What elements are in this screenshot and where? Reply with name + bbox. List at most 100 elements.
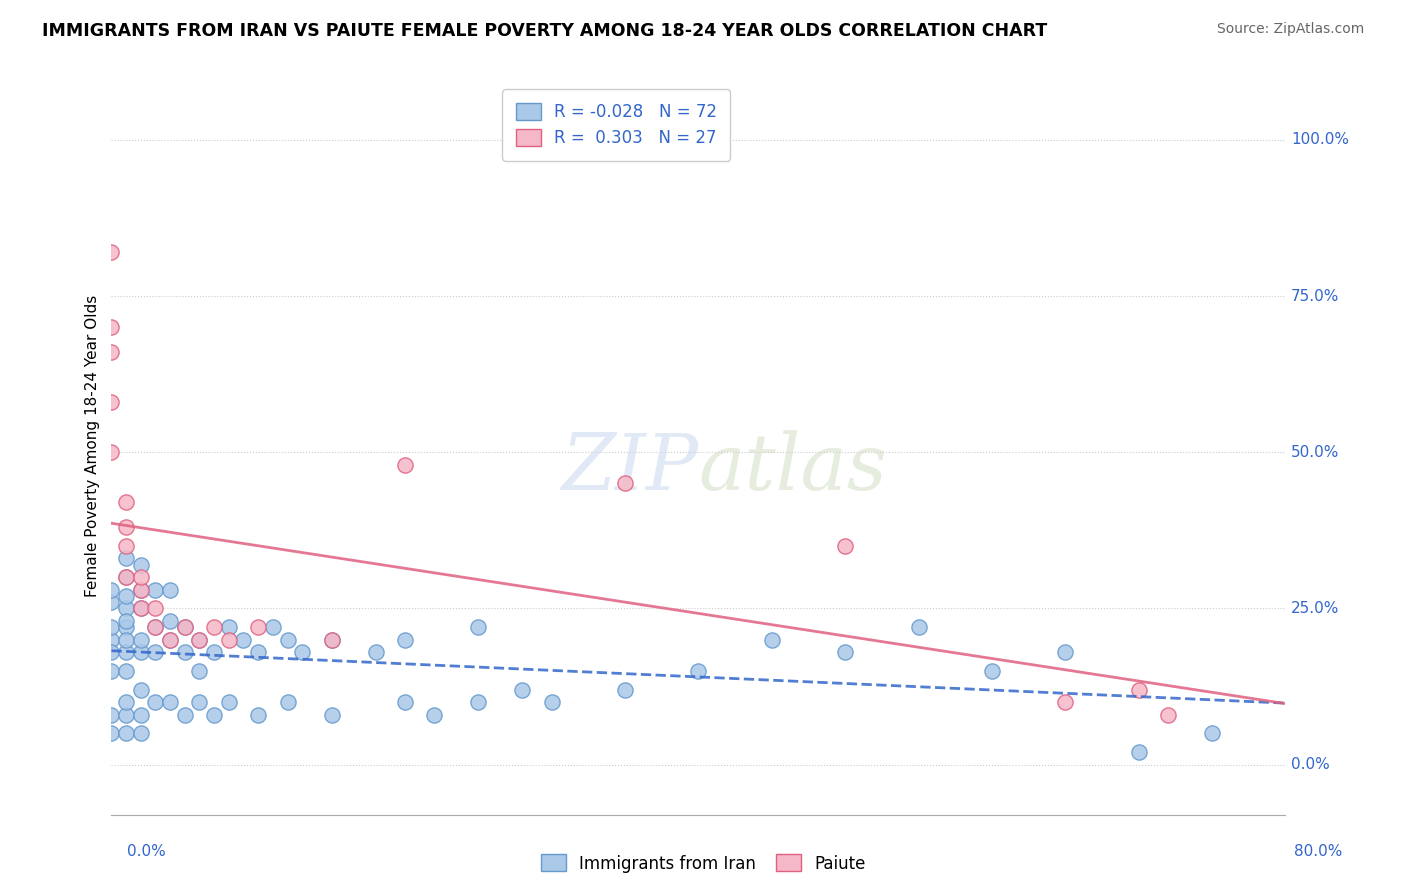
Point xyxy=(1128,682,1150,697)
Point xyxy=(115,495,138,509)
Point xyxy=(159,695,181,709)
Point xyxy=(321,632,343,647)
Point xyxy=(115,664,138,678)
Point xyxy=(761,632,783,647)
Point xyxy=(188,695,211,709)
Point xyxy=(321,632,343,647)
Y-axis label: Female Poverty Among 18-24 Year Olds: Female Poverty Among 18-24 Year Olds xyxy=(86,295,100,597)
Point xyxy=(173,707,195,722)
Point xyxy=(394,632,416,647)
Point xyxy=(100,726,122,740)
Point xyxy=(423,707,446,722)
Point xyxy=(100,395,122,409)
Text: 75.0%: 75.0% xyxy=(1291,289,1340,303)
Point xyxy=(145,620,167,634)
Point xyxy=(115,695,138,709)
Point xyxy=(1054,695,1077,709)
Point xyxy=(145,645,167,659)
Point xyxy=(129,601,152,615)
Point xyxy=(115,726,138,740)
Point xyxy=(202,620,225,634)
Point xyxy=(159,614,181,628)
Point xyxy=(834,645,856,659)
Point xyxy=(115,551,138,566)
Point xyxy=(115,645,138,659)
Point xyxy=(129,682,152,697)
Point xyxy=(247,645,270,659)
Text: ZIP: ZIP xyxy=(561,430,699,507)
Point xyxy=(262,620,284,634)
Point xyxy=(188,632,211,647)
Point xyxy=(834,539,856,553)
Point xyxy=(510,682,533,697)
Point xyxy=(115,620,138,634)
Point xyxy=(321,707,343,722)
Point xyxy=(276,632,298,647)
Point xyxy=(145,620,167,634)
Point xyxy=(100,595,122,609)
Point xyxy=(232,632,254,647)
Point xyxy=(688,664,710,678)
Text: 80.0%: 80.0% xyxy=(1295,845,1343,859)
Point xyxy=(276,695,298,709)
Point xyxy=(188,632,211,647)
Point xyxy=(115,601,138,615)
Point xyxy=(218,632,240,647)
Point xyxy=(173,645,195,659)
Point xyxy=(247,707,270,722)
Legend: Immigrants from Iran, Paiute: Immigrants from Iran, Paiute xyxy=(534,847,872,880)
Point xyxy=(100,620,122,634)
Text: IMMIGRANTS FROM IRAN VS PAIUTE FEMALE POVERTY AMONG 18-24 YEAR OLDS CORRELATION : IMMIGRANTS FROM IRAN VS PAIUTE FEMALE PO… xyxy=(42,22,1047,40)
Point xyxy=(247,620,270,634)
Point xyxy=(145,695,167,709)
Point xyxy=(907,620,929,634)
Point xyxy=(129,632,152,647)
Point xyxy=(291,645,314,659)
Point xyxy=(159,632,181,647)
Point xyxy=(100,707,122,722)
Text: 50.0%: 50.0% xyxy=(1291,445,1340,459)
Legend: R = -0.028   N = 72, R =  0.303   N = 27: R = -0.028 N = 72, R = 0.303 N = 27 xyxy=(502,89,730,161)
Point xyxy=(467,620,489,634)
Point xyxy=(100,582,122,597)
Text: 25.0%: 25.0% xyxy=(1291,601,1340,615)
Point xyxy=(129,570,152,584)
Point xyxy=(100,245,122,260)
Point xyxy=(145,601,167,615)
Point xyxy=(540,695,562,709)
Point xyxy=(129,707,152,722)
Point xyxy=(129,582,152,597)
Point xyxy=(364,645,387,659)
Point xyxy=(218,695,240,709)
Point xyxy=(115,570,138,584)
Point xyxy=(1128,745,1150,759)
Point xyxy=(980,664,1002,678)
Point xyxy=(202,707,225,722)
Point xyxy=(115,539,138,553)
Point xyxy=(115,632,138,647)
Point xyxy=(115,707,138,722)
Point xyxy=(129,582,152,597)
Point xyxy=(173,620,195,634)
Text: 0.0%: 0.0% xyxy=(1291,757,1330,772)
Point xyxy=(129,645,152,659)
Point xyxy=(467,695,489,709)
Point xyxy=(115,570,138,584)
Point xyxy=(218,620,240,634)
Point xyxy=(614,476,637,491)
Text: atlas: atlas xyxy=(699,430,887,507)
Point xyxy=(394,695,416,709)
Point xyxy=(202,645,225,659)
Point xyxy=(100,345,122,359)
Point xyxy=(115,589,138,603)
Point xyxy=(159,582,181,597)
Point xyxy=(173,620,195,634)
Point xyxy=(100,632,122,647)
Point xyxy=(100,645,122,659)
Point xyxy=(145,582,167,597)
Text: Source: ZipAtlas.com: Source: ZipAtlas.com xyxy=(1216,22,1364,37)
Point xyxy=(159,632,181,647)
Text: 0.0%: 0.0% xyxy=(127,845,166,859)
Point xyxy=(1157,707,1180,722)
Point xyxy=(100,320,122,334)
